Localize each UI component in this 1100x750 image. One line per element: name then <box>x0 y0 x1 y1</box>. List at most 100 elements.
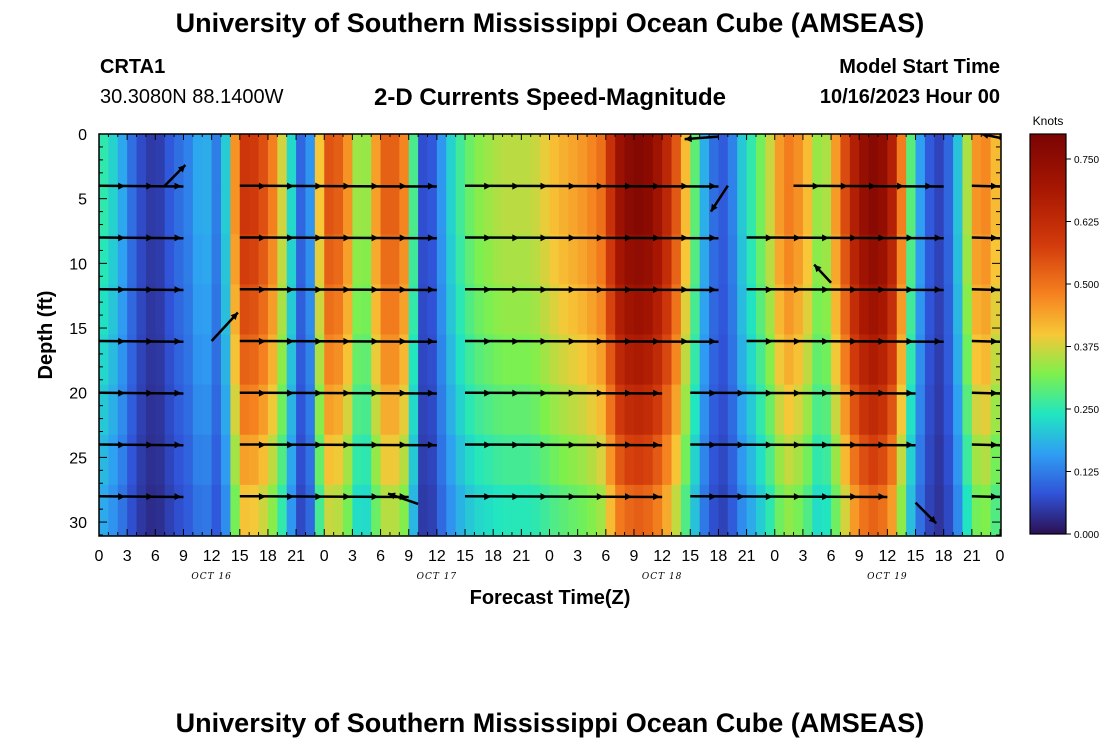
heatmap-cell <box>540 334 551 386</box>
heatmap-cell <box>324 284 335 336</box>
vector-arrowhead <box>653 182 661 190</box>
heatmap-cell <box>286 384 297 436</box>
vector-shaft <box>465 339 719 344</box>
heatmap-cell <box>727 334 738 386</box>
heatmap-cell <box>324 184 335 235</box>
vector-arrowhead <box>512 389 520 397</box>
heatmap-cell <box>117 284 128 336</box>
heatmap-cell <box>924 484 935 536</box>
heatmap-cell <box>455 484 466 536</box>
heatmap-cell <box>136 134 147 185</box>
heatmap-cell <box>699 234 710 285</box>
heatmap-cell <box>868 484 879 536</box>
heatmap-cell <box>718 484 729 536</box>
vector-arrowhead <box>568 389 576 397</box>
heatmap-cell <box>680 184 691 235</box>
heatmap-cell <box>755 334 766 386</box>
heatmap-cell <box>877 334 888 386</box>
vector-arrowhead <box>709 337 717 345</box>
heatmap-cell <box>211 484 222 536</box>
vector-arrowhead <box>625 234 632 242</box>
vector-arrowhead <box>315 493 323 501</box>
heatmap-cell <box>239 484 250 536</box>
heatmap-cell <box>662 284 673 336</box>
heatmap-cell <box>502 284 513 336</box>
heatmap-cell <box>699 284 710 336</box>
heatmap-cell <box>821 334 832 386</box>
heatmap-cell <box>202 384 213 436</box>
vector-arrowhead <box>371 286 379 294</box>
station-coordinates: 30.3080N 88.1400W <box>100 86 284 108</box>
heatmap-cell <box>446 334 457 386</box>
vector-arrowhead <box>765 389 773 397</box>
heatmap-cell <box>314 334 325 386</box>
heatmap-cell <box>361 384 372 436</box>
vector-arrowhead <box>287 493 295 501</box>
heatmap-cell <box>493 134 504 185</box>
heatmap-cell <box>333 234 344 285</box>
heatmap-cell <box>774 234 785 285</box>
heatmap-cell <box>821 434 832 486</box>
heatmap-cell <box>427 334 438 386</box>
heatmap-cell <box>887 434 898 486</box>
heatmap-cell <box>211 384 222 436</box>
heatmap-cell <box>164 284 175 336</box>
vector-arrowhead <box>427 389 435 397</box>
heatmap-cell <box>314 434 325 486</box>
heatmap-cell <box>774 434 785 486</box>
vector-arrowhead <box>118 493 126 501</box>
heatmap-cell <box>164 334 175 386</box>
heatmap-cell <box>314 384 325 436</box>
heatmap-cell <box>465 184 476 235</box>
heatmap-cell <box>314 484 325 536</box>
heatmap-cell <box>117 334 128 386</box>
vector-arrowhead <box>709 286 717 294</box>
vector-shaft <box>239 443 437 447</box>
heatmap-cell <box>174 134 185 185</box>
y-tick-label: 5 <box>78 192 87 209</box>
heatmap-cell <box>277 384 288 436</box>
heatmap-cell <box>727 234 738 285</box>
heatmap-cell <box>577 184 588 235</box>
heatmap-cell <box>436 284 447 336</box>
heatmap-cell <box>971 484 982 536</box>
heatmap-cell <box>436 234 447 285</box>
heatmap-cell <box>962 334 973 386</box>
heatmap-cell <box>465 334 476 386</box>
heatmap-cell <box>690 184 701 235</box>
heatmap-cell <box>587 434 598 486</box>
vector-arrowhead <box>906 234 914 242</box>
heatmap-cell <box>202 134 213 185</box>
heatmap-cell <box>136 334 147 386</box>
heatmap-cell <box>324 434 335 486</box>
heatmap-cell <box>108 384 119 436</box>
vector-arrowhead <box>371 389 379 397</box>
vector-arrowhead <box>512 337 520 345</box>
heatmap-cell <box>990 184 1001 235</box>
heatmap-cell <box>286 434 297 486</box>
vector-arrowhead <box>925 182 933 190</box>
heatmap-cell <box>699 384 710 436</box>
x-tick-label: 0 <box>95 548 104 565</box>
heatmap-cell <box>718 234 729 285</box>
vector-arrowhead <box>653 389 661 397</box>
x-tick-label: 6 <box>601 548 610 565</box>
y-tick-label: 25 <box>69 450 87 467</box>
model-start-value: 10/16/2023 Hour 00 <box>819 86 1000 108</box>
heatmap-cell <box>718 184 729 235</box>
heatmap-cell <box>202 484 213 536</box>
heatmap-cell <box>915 484 926 536</box>
heatmap-cell <box>587 484 598 536</box>
heatmap-cell <box>727 484 738 536</box>
heatmap-cell <box>849 484 860 536</box>
heatmap-cell <box>680 284 691 336</box>
heatmap-cell <box>840 184 851 235</box>
heatmap-cell <box>652 134 663 185</box>
heatmap-cell <box>202 284 213 336</box>
vector-arrowhead <box>399 286 407 294</box>
heatmap-cell <box>990 284 1001 336</box>
heatmap-cell <box>746 284 757 336</box>
heatmap-cell <box>624 434 635 486</box>
vector-arrowhead <box>878 441 886 449</box>
heatmap-cell <box>286 134 297 185</box>
